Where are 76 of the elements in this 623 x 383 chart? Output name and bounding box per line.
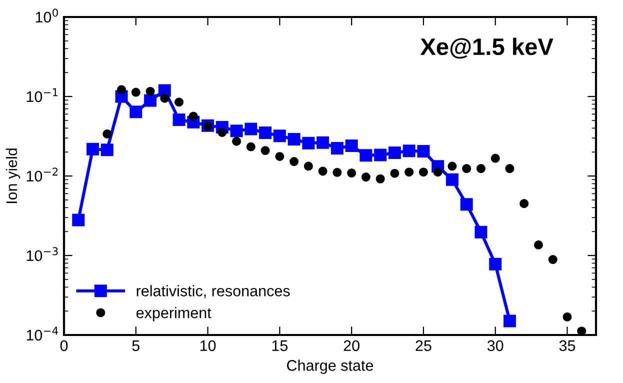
point — [318, 166, 328, 176]
x-tick-label: 30 — [487, 340, 504, 352]
point — [374, 148, 387, 162]
point — [332, 168, 342, 177]
point — [288, 132, 300, 146]
point — [102, 129, 112, 138]
point — [474, 226, 488, 238]
point — [520, 199, 529, 208]
point — [244, 122, 258, 136]
point — [302, 136, 315, 150]
point — [86, 142, 100, 156]
point — [404, 168, 414, 177]
point — [448, 162, 457, 171]
x-tick-label: 5 — [132, 340, 140, 352]
point — [144, 94, 157, 107]
x-tick-label: 35 — [559, 340, 576, 352]
point — [360, 149, 372, 162]
point — [417, 144, 430, 158]
point — [462, 164, 472, 174]
point — [158, 84, 171, 97]
point — [503, 314, 516, 328]
point — [290, 157, 299, 166]
point — [160, 94, 170, 103]
point — [418, 168, 428, 177]
point — [131, 88, 140, 97]
y-tick-label: 10$^{−4}$ — [26, 326, 58, 341]
point — [347, 168, 356, 178]
point — [490, 154, 500, 163]
point — [188, 112, 198, 121]
y-tick-label: 10$^{−1}$ — [26, 88, 58, 102]
y-tick-label: 10$^{−2}$ — [26, 168, 58, 182]
point — [218, 128, 227, 137]
point — [146, 86, 155, 96]
point — [460, 198, 473, 211]
annotation: Xe@1.5 keV — [420, 38, 554, 59]
point — [548, 255, 558, 264]
point — [402, 144, 416, 158]
point — [562, 312, 572, 322]
point — [72, 214, 85, 226]
point — [260, 146, 270, 156]
x-tick-label: 20 — [344, 340, 360, 352]
point — [117, 85, 126, 94]
point — [259, 126, 272, 139]
point — [376, 174, 385, 184]
point — [330, 142, 344, 155]
point — [273, 130, 286, 142]
legend-label: relativistic, resonances — [136, 285, 290, 298]
x-tick-label: 0 — [60, 340, 68, 352]
point — [316, 136, 330, 149]
point — [390, 168, 400, 178]
point — [174, 98, 184, 107]
point — [388, 146, 401, 160]
x-tick-label: 10 — [200, 340, 216, 352]
point — [246, 142, 256, 152]
point — [433, 168, 442, 177]
x-tick-label: 25 — [416, 340, 432, 352]
point — [476, 164, 486, 174]
y-axis-title: Ion yield — [6, 148, 20, 204]
point — [232, 136, 242, 146]
y-tick-label: 10$^{0}$ — [36, 8, 58, 23]
x-tick-label: 15 — [272, 340, 288, 352]
point — [345, 140, 358, 152]
point — [304, 162, 313, 171]
point — [361, 172, 370, 182]
point — [230, 124, 243, 138]
point — [100, 144, 114, 156]
point — [172, 114, 186, 126]
y-tick-label: 10$^{−3}$ — [26, 247, 58, 262]
point — [534, 240, 543, 250]
point — [275, 152, 284, 161]
point — [446, 173, 458, 186]
legend-label: experiment — [136, 307, 212, 322]
point — [489, 258, 502, 270]
point — [130, 106, 142, 118]
x-axis-title: Charge state — [287, 360, 374, 374]
point — [505, 164, 514, 174]
